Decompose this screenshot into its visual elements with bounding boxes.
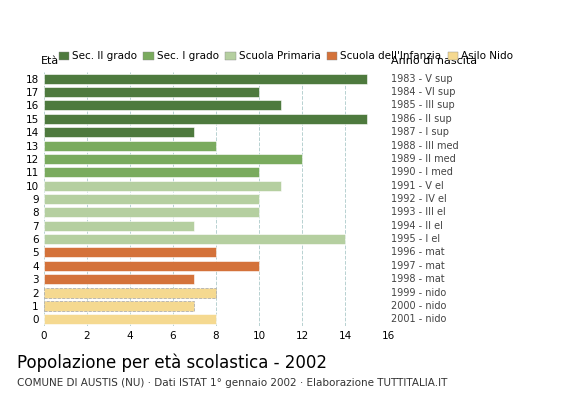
Bar bbox=[44, 127, 194, 137]
Text: 1992 - IV el: 1992 - IV el bbox=[392, 194, 447, 204]
Text: 1984 - VI sup: 1984 - VI sup bbox=[392, 87, 456, 97]
Bar bbox=[44, 261, 259, 271]
Bar bbox=[44, 114, 367, 124]
Bar bbox=[44, 167, 259, 177]
Bar bbox=[44, 248, 216, 258]
Text: 1994 - II el: 1994 - II el bbox=[392, 221, 443, 231]
Bar bbox=[44, 314, 216, 324]
Bar bbox=[44, 274, 194, 284]
Text: 1989 - II med: 1989 - II med bbox=[392, 154, 456, 164]
Bar bbox=[44, 154, 302, 164]
Bar bbox=[44, 181, 281, 191]
Text: 1996 - mat: 1996 - mat bbox=[392, 248, 445, 258]
Text: 1995 - I el: 1995 - I el bbox=[392, 234, 441, 244]
Text: 1997 - mat: 1997 - mat bbox=[392, 261, 445, 271]
Bar bbox=[44, 288, 216, 298]
Text: Popolazione per età scolastica - 2002: Popolazione per età scolastica - 2002 bbox=[17, 354, 327, 372]
Bar bbox=[44, 221, 194, 231]
Text: Età: Età bbox=[41, 56, 59, 66]
Text: 1987 - I sup: 1987 - I sup bbox=[392, 127, 450, 137]
Bar bbox=[44, 301, 194, 311]
Text: 1993 - III el: 1993 - III el bbox=[392, 207, 446, 217]
Bar bbox=[44, 74, 367, 84]
Text: 1990 - I med: 1990 - I med bbox=[392, 167, 454, 177]
Text: 2000 - nido: 2000 - nido bbox=[392, 301, 447, 311]
Text: 1986 - II sup: 1986 - II sup bbox=[392, 114, 452, 124]
Text: 1988 - III med: 1988 - III med bbox=[392, 140, 459, 150]
Bar bbox=[44, 140, 216, 150]
Text: COMUNE DI AUSTIS (NU) · Dati ISTAT 1° gennaio 2002 · Elaborazione TUTTITALIA.IT: COMUNE DI AUSTIS (NU) · Dati ISTAT 1° ge… bbox=[17, 378, 448, 388]
Text: 1985 - III sup: 1985 - III sup bbox=[392, 100, 455, 110]
Bar bbox=[44, 194, 259, 204]
Text: Anno di nascita: Anno di nascita bbox=[392, 56, 477, 66]
Legend: Sec. II grado, Sec. I grado, Scuola Primaria, Scuola dell'Infanzia, Asilo Nido: Sec. II grado, Sec. I grado, Scuola Prim… bbox=[55, 47, 517, 66]
Bar bbox=[44, 87, 259, 97]
Text: 1999 - nido: 1999 - nido bbox=[392, 288, 447, 298]
Bar bbox=[44, 100, 281, 110]
Text: 1983 - V sup: 1983 - V sup bbox=[392, 74, 453, 84]
Text: 2001 - nido: 2001 - nido bbox=[392, 314, 447, 324]
Bar bbox=[44, 207, 259, 217]
Text: 1998 - mat: 1998 - mat bbox=[392, 274, 445, 284]
Text: 1991 - V el: 1991 - V el bbox=[392, 181, 444, 191]
Bar bbox=[44, 234, 346, 244]
